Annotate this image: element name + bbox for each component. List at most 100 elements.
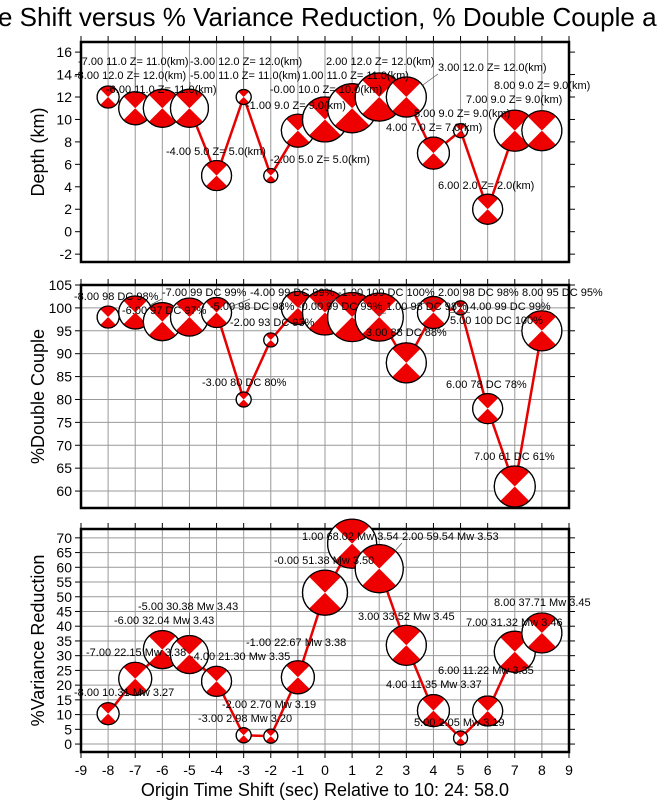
data-labels: -8.00 12.0 Z= 12.0(km) -7.00 11.0 Z= 11.0… [74,56,590,192]
beachball-outline [452,730,469,746]
data-label: -1.00 9.0 Z= 9.0(km) [246,100,346,112]
beachball-outline [385,76,427,118]
y-tick-label: -2 [60,246,73,262]
data-label: -4.00 21.30 Mw 3.35 [190,651,290,663]
beachball-outline [472,393,504,425]
chart-title: e Shift versus % Variance Reduction, % D… [0,2,657,32]
beachball-compression-quadrant [100,713,116,725]
x-tick-label: -7 [129,762,142,778]
beachball-compression-quadrant [148,89,176,109]
y-tick-label: 0 [64,224,72,240]
data-label: 7.00 9.0 Z= 9.0(km) [466,94,562,106]
data-label: 6.00 2.0 Z= 2.0(km) [438,180,534,192]
beachball-compression-quadrant [176,108,203,128]
beachball-outline [472,193,504,225]
beachball-marker [416,136,451,170]
label-leader-line [313,298,339,305]
beachball-compression-quadrant [477,710,499,726]
beachball-compression-quadrant [500,465,530,487]
data-label: 3.00 88 DC 88% [366,327,447,339]
beachball-marker [416,295,451,330]
beachball-compression-quadrant [286,130,310,148]
x-tick-label: -2 [265,762,278,778]
panel-double-couple: 60 65 70 75 80 85 90 95 100 105 %Double Couple -8.0… [28,277,603,510]
y-tick-label: 65 [56,460,72,476]
x-tick-label: 7 [511,762,519,778]
beachball-compression-quadrant [455,300,466,308]
beachball-compression-quadrant [362,544,397,569]
beachball-outline [200,296,233,329]
beachball-compression-quadrant [238,399,249,407]
beachball-marker [354,544,404,594]
data-label: -4.00 5.0 Z= 5.0(km) [166,146,266,158]
beachball-marker [385,76,427,118]
beachball-compression-quadrant [123,91,147,109]
beachball-compression-quadrant [455,738,466,746]
data-label: -0.00 51.38 Mw 3.50 [274,555,374,567]
beachball-outline [301,569,349,616]
beachball-marker [452,730,469,746]
data-label: 5.00 9.0 Z= 9.0(km) [414,108,510,120]
data-label: -6.00 97 DC 97% [122,305,207,317]
label-leader-line [149,298,163,306]
beachball-compression-quadrant [455,731,466,739]
y-tick-label: 12 [56,89,72,105]
beachball-marker [416,694,451,728]
beachball-compression-quadrant [477,695,499,711]
beachball-compression-quadrant [392,625,421,646]
data-label: 8.00 9.0 Z= 9.0(km) [494,80,590,92]
data-label: -5.00 30.38 Mw 3.43 [138,601,238,613]
beachball-compression-quadrant [123,108,147,125]
beachball-marker [521,110,563,152]
beachball-compression-quadrant [362,97,397,122]
data-label: 4.00 99 DC 99% [470,301,551,313]
beachball-compression-quadrant [362,293,397,318]
beachball-compression-quadrant [392,645,421,666]
x-tick-label: -1 [292,762,305,778]
beachball-compression-quadrant [100,86,116,97]
y-tick-label: 45 [56,603,72,619]
beachball-compression-quadrant [205,681,228,697]
x-tick-label: -3 [237,762,250,778]
beachball-marker [263,728,279,744]
data-label: 8.00 95 DC 95% [522,287,603,299]
y-tick-label: 100 [49,300,73,316]
data-label: 1.00 98 DC 98% [386,301,467,313]
beachball-compression-quadrant [100,97,116,108]
x-tick-label: -6 [156,762,169,778]
beachball-outline [452,300,469,316]
y-tick-label: 35 [56,633,72,649]
beachball-compression-quadrant [265,339,276,347]
beachball-compression-quadrant [100,317,116,329]
beachball-compression-quadrant [362,317,397,342]
beachball-compression-quadrant [527,330,557,351]
y-tick-label: 10 [56,111,72,127]
x-axis-label: Origin Time Shift (sec) Relative to 10: … [141,780,509,800]
data-label: 4.00 7.0 Z= 7.0(km) [386,122,482,134]
beachball-compression-quadrant [392,342,421,363]
label-leader-line [376,312,387,315]
data-labels: -8.00 10.31 Mw 3.27 -7.00 22.15 Mw 3.38 -6… [74,531,591,729]
x-tick-label: 0 [321,762,329,778]
panel-depth: -2 0 2 4 6 8 10 12 14 16 Depth (km) -8.00 12.0 Z= 1… [28,36,590,264]
beachball-outline [385,624,427,666]
data-label: -7.00 22.15 Mw 3.38 [86,647,186,659]
data-label: -2.00 93 DC 93% [230,317,315,329]
beachball-marker [385,624,427,666]
beachball-compression-quadrant [100,702,116,714]
beachball-marker [96,305,120,329]
data-label: -5.00 98 DC 98% [210,301,295,313]
beachball-compression-quadrant [238,391,249,400]
beachball-compression-quadrant [148,108,176,128]
data-label: 1.00 11.0 Z= 11.0(km) [302,70,409,82]
beachball-compression-quadrant [265,736,276,744]
beachball-outline [235,391,252,408]
beachball-compression-quadrant [238,89,249,97]
beachball-compression-quadrant [238,97,249,105]
x-tick-label: -9 [75,762,88,778]
beachball-compression-quadrant [123,295,147,313]
data-label: 8.00 37.71 Mw 3.45 [494,597,591,609]
beachball-marker [235,727,252,744]
beachball-compression-quadrant [500,130,530,152]
